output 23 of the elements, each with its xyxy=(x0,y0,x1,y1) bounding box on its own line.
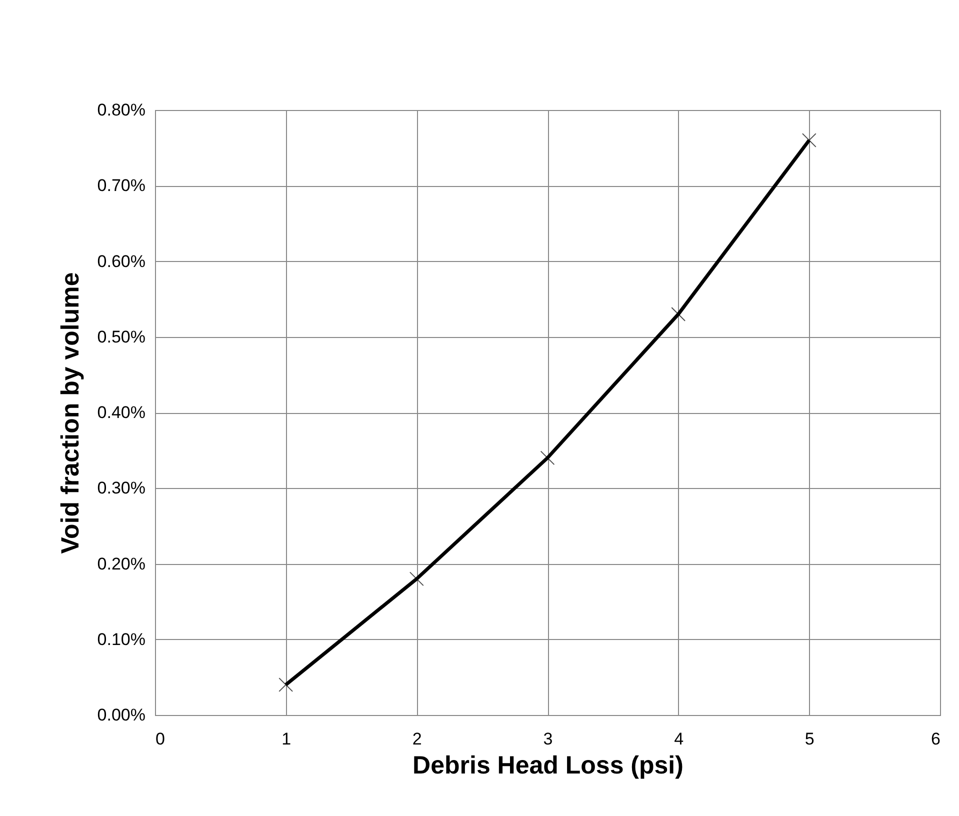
x-tick-label: 1 xyxy=(282,730,292,748)
x-tick-label: 0 xyxy=(156,730,165,748)
x-tick-label: 6 xyxy=(931,730,940,748)
y-tick-label: 0.80% xyxy=(97,100,146,120)
x-tick-label: 2 xyxy=(412,730,422,748)
y-tick-label: 0.00% xyxy=(97,706,146,724)
y-tick-label: 0.40% xyxy=(97,403,146,422)
point xyxy=(409,572,424,586)
point xyxy=(802,133,816,148)
y-tick-label: 0.50% xyxy=(97,327,146,346)
y-tick-label: 0.30% xyxy=(97,478,146,498)
y-tick-label: 0.20% xyxy=(97,554,146,574)
point xyxy=(278,678,294,692)
y-tick-label: 0.10% xyxy=(97,630,146,649)
y-tick-label: 0.70% xyxy=(97,176,146,196)
x-tick-label: 3 xyxy=(543,730,553,748)
x-tick-label: 5 xyxy=(804,730,814,748)
y-axis-title: Void fraction by volume xyxy=(56,272,84,554)
point xyxy=(540,450,555,466)
x-axis-title: Debris Head Loss (psi) xyxy=(412,752,684,780)
y-tick-label: 0.60% xyxy=(97,252,146,271)
x-tick-label: 4 xyxy=(674,730,684,748)
point xyxy=(671,306,686,322)
